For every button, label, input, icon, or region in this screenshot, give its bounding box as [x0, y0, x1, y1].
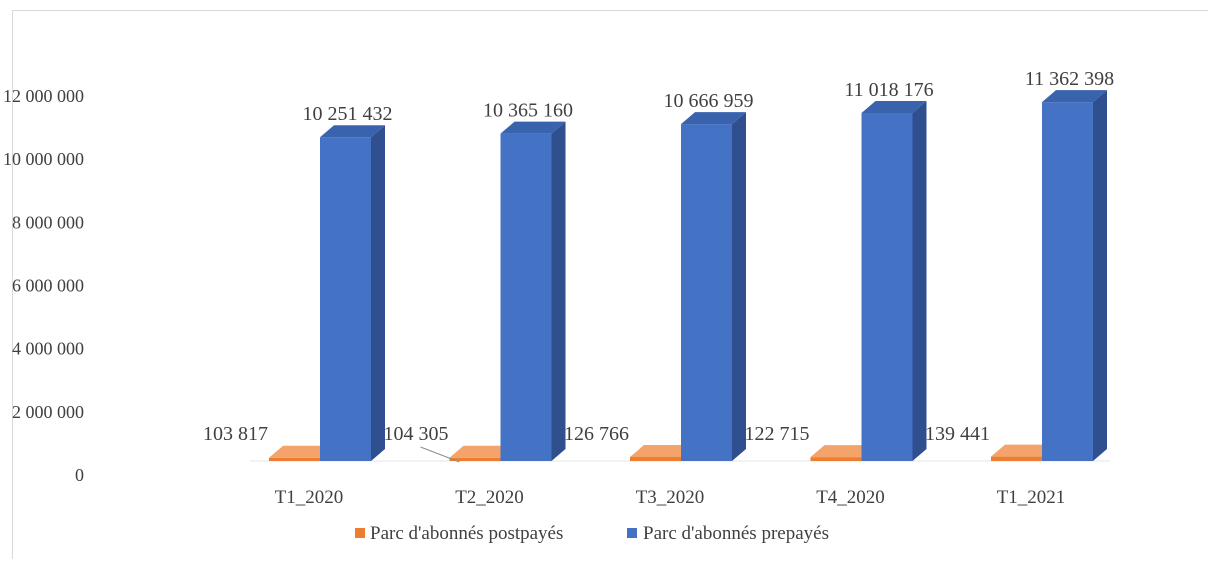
bar-prepaid-side	[912, 101, 927, 461]
data-label-postpaid: 126 766	[564, 423, 629, 445]
y-tick-label: 8 000 000	[12, 212, 84, 232]
bar-prepaid	[1042, 90, 1107, 461]
bar-prepaid-side	[371, 125, 385, 461]
data-label-postpaid: 122 715	[745, 423, 810, 445]
bar-prepaid	[861, 101, 927, 461]
x-tick-label: T3_2020	[636, 487, 705, 508]
legend-item: Parc d'abonnés postpayés	[355, 523, 563, 544]
bar-prepaid-front	[1042, 102, 1093, 461]
bar-prepaid-side	[1093, 90, 1107, 461]
bar-prepaid	[681, 112, 746, 462]
legend-item: Parc d'abonnés prepayés	[627, 523, 829, 544]
bar-prepaid-top	[861, 101, 927, 114]
legend-label: Parc d'abonnés prepayés	[643, 523, 829, 544]
bar-prepaid	[320, 125, 385, 462]
bar-postpaid-top	[810, 445, 876, 458]
bar-postpaid-front	[269, 457, 320, 461]
x-tick-label: T2_2020	[455, 487, 524, 508]
y-tick-label: 2 000 000	[12, 402, 84, 422]
y-tick-label: 6 000 000	[12, 276, 84, 296]
bar-prepaid-front	[320, 137, 371, 462]
bar-prepaid-top	[1042, 90, 1107, 103]
data-label-prepaid: 11 018 176	[844, 79, 933, 101]
y-axis: 0 2 000 000 4 000 000 6 000 000 8 000 000 10 …	[3, 86, 84, 485]
x-tick-label: T4_2020	[816, 487, 885, 508]
legend: Parc d'abonnés postpayés Parc d'abonnés p…	[355, 523, 829, 544]
bar-prepaid-side	[732, 112, 746, 462]
bar-prepaid	[500, 121, 566, 461]
bar-prepaid-top	[500, 121, 566, 134]
x-tick-label: T1_2021	[997, 487, 1066, 508]
bar-prepaid-front	[500, 133, 552, 461]
y-tick-label: 10 000 000	[3, 149, 84, 169]
data-label-postpaid: 103 817	[203, 423, 268, 445]
legend-label: Parc d'abonnés postpayés	[370, 523, 563, 544]
data-label-prepaid: 10 251 432	[303, 103, 393, 125]
bar-postpaid-top	[991, 444, 1056, 457]
y-tick-label: 4 000 000	[12, 339, 84, 359]
bar-postpaid-top	[269, 445, 334, 458]
chart-frame	[12, 10, 1208, 559]
data-label-postpaid: 104 305	[384, 423, 449, 445]
bar-postpaid-front	[991, 456, 1042, 461]
leader-line	[420, 446, 460, 463]
bar-postpaid-front	[630, 456, 681, 461]
bar-prepaid-front	[681, 124, 732, 462]
data-labels: 103 817 10 251 432 104 305 10 365 160 126 76…	[203, 68, 1114, 463]
bar-prepaid-top	[320, 125, 385, 138]
data-label-prepaid: 10 666 959	[664, 90, 754, 112]
legend-swatch	[355, 528, 365, 538]
data-label-postpaid: 139 441	[925, 423, 990, 445]
legend-swatch	[627, 528, 637, 538]
x-tick-label: T1_2020	[275, 487, 344, 508]
data-label-prepaid: 11 362 398	[1025, 68, 1114, 90]
data-label-prepaid: 10 365 160	[483, 100, 573, 122]
bar-postpaid-top	[449, 445, 515, 458]
x-axis: T1_2020 T2_2020 T3_2020 T4_2020 T1_2021	[250, 460, 1110, 508]
bars	[269, 90, 1107, 462]
bar-prepaid-side	[551, 121, 566, 461]
bar-prepaid-top	[681, 112, 746, 125]
bar-postpaid-front	[810, 457, 862, 461]
bar-postpaid-top	[630, 444, 695, 457]
y-tick-label: 0	[75, 465, 84, 485]
bar-postpaid-front	[449, 457, 501, 461]
bar-prepaid-front	[861, 113, 913, 461]
y-tick-label: 12 000 000	[3, 86, 84, 106]
